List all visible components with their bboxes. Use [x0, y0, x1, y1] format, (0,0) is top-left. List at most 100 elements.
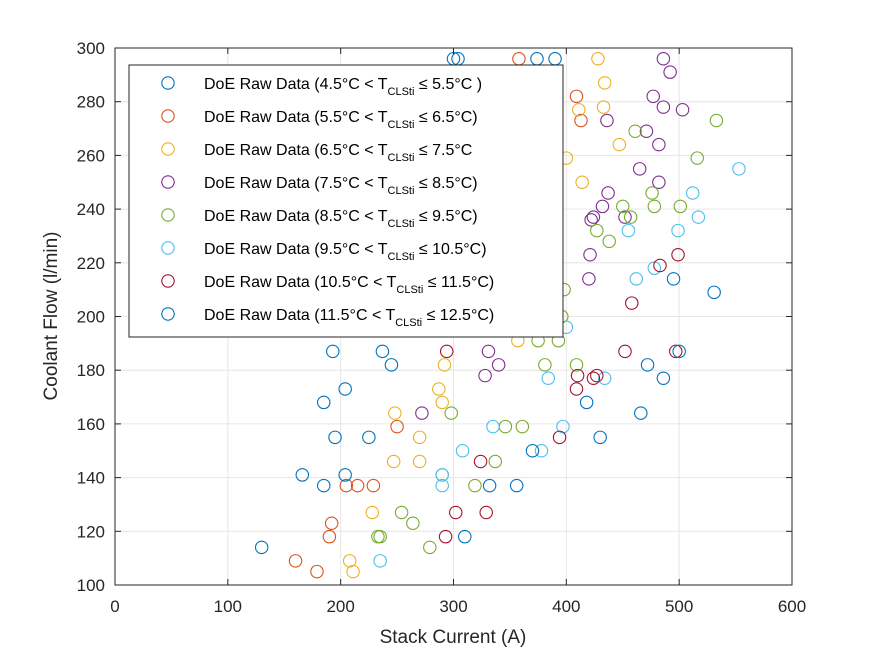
data-point [629, 272, 644, 286]
data-point [406, 516, 420, 530]
x-tick-label: 0 [110, 597, 119, 616]
y-tick-label: 280 [77, 93, 105, 112]
x-tick-label: 600 [778, 597, 806, 616]
y-tick-label: 140 [77, 469, 105, 488]
x-tick-label: 500 [665, 597, 693, 616]
y-tick-label: 300 [77, 39, 105, 58]
x-tick-label: 200 [326, 597, 354, 616]
data-point [628, 124, 642, 138]
data-point [579, 395, 594, 410]
data-point [388, 406, 402, 420]
data-point [491, 358, 506, 372]
data-point [653, 258, 667, 273]
legend-entry: DoE Raw Data (11.5°C < TCLSti ≤ 12.5°C) [161, 307, 494, 329]
data-point [350, 478, 365, 493]
data-point [672, 344, 686, 359]
data-point [438, 529, 453, 544]
legend-marker [161, 241, 175, 255]
data-point [390, 419, 404, 434]
legend-label-main: DoE Raw Data (10.5°C < T [204, 274, 397, 291]
data-point [479, 505, 493, 520]
data-point [584, 213, 598, 227]
data-point [254, 540, 269, 555]
data-point [597, 76, 612, 90]
data-point [538, 358, 552, 372]
data-point [346, 564, 360, 579]
data-point [618, 344, 632, 359]
data-point [709, 113, 724, 128]
data-point [365, 505, 380, 520]
data-point [583, 247, 597, 262]
data-point [632, 162, 647, 176]
y-tick-label: 260 [77, 146, 105, 165]
legend-label-main: DoE Raw Data (6.5°C < T [204, 142, 388, 159]
data-point [338, 468, 352, 482]
data-point [435, 478, 449, 493]
data-point [732, 162, 746, 176]
legend-marker [161, 142, 175, 156]
data-point [509, 478, 524, 493]
legend-marker [161, 307, 175, 321]
data-point [673, 199, 688, 214]
data-point [412, 430, 427, 445]
data-point [328, 430, 342, 445]
y-tick-label: 220 [77, 254, 105, 273]
data-point [322, 529, 337, 544]
legend: DoE Raw Data (4.5°C < TCLSti ≤ 5.5°C )Do… [128, 64, 564, 338]
x-tick-labels: 0 100 200 300 400 500 600 [110, 597, 806, 616]
y-tick-label: 240 [77, 200, 105, 219]
y-axis-title: Coolant Flow (l/min) [41, 232, 62, 401]
legend-label-main: DoE Raw Data (8.5°C < T [204, 208, 388, 225]
x-tick-label: 300 [439, 597, 467, 616]
data-point [690, 151, 704, 165]
data-point [439, 344, 454, 359]
y-tick-label: 180 [77, 361, 105, 380]
data-point [394, 505, 409, 520]
y-tick-label: 160 [77, 415, 105, 434]
legend-label-subscript: CLSti [388, 185, 415, 197]
data-point [652, 137, 666, 152]
data-point [468, 478, 482, 493]
data-point [569, 89, 584, 104]
legend-entry: DoE Raw Data (9.5°C < TCLSti ≤ 10.5°C) [161, 241, 487, 263]
legend-entry: DoE Raw Data (10.5°C < TCLSti ≤ 11.5°C) [161, 274, 494, 296]
y-tick-label: 120 [77, 522, 105, 541]
data-point [574, 113, 588, 128]
data-point [415, 406, 429, 420]
legend-label: DoE Raw Data (7.5°C < TCLSti ≤ 8.5°C) [204, 175, 478, 197]
x-axis-title: Stack Current (A) [380, 627, 527, 648]
legend-label: DoE Raw Data (10.5°C < TCLSti ≤ 11.5°C) [204, 274, 494, 296]
legend-label-main: DoE Raw Data (4.5°C < T [204, 76, 388, 93]
data-point [590, 368, 604, 383]
data-point [338, 382, 352, 396]
legend-label-main: DoE Raw Data (5.5°C < T [204, 109, 388, 126]
legend-label-tail: ≤ 7.5°C [414, 142, 472, 159]
y-tick-label: 200 [77, 308, 105, 327]
legend-label-tail: ≤ 10.5°C) [414, 241, 486, 258]
legend-label-tail: ≤ 11.5°C) [423, 274, 494, 291]
data-point [663, 65, 677, 79]
data-point [412, 454, 427, 469]
legend-box [128, 64, 564, 338]
data-point [444, 406, 458, 420]
data-point [691, 210, 706, 224]
legend-label: DoE Raw Data (5.5°C < TCLSti ≤ 6.5°C) [204, 109, 478, 131]
data-point [482, 478, 497, 493]
data-point [590, 223, 604, 238]
data-point [656, 371, 671, 386]
data-point [671, 247, 685, 262]
data-point [386, 454, 401, 469]
data-point [669, 344, 683, 359]
data-point [582, 272, 596, 286]
x-tick-label: 400 [552, 597, 580, 616]
data-point [288, 554, 303, 568]
data-point [435, 395, 449, 410]
data-point [645, 186, 659, 200]
data-point [339, 478, 354, 493]
data-point [602, 234, 616, 249]
legend-marker [161, 274, 175, 288]
data-point [656, 100, 671, 114]
legend-label-tail: ≤ 6.5°C) [414, 109, 477, 126]
legend-label: DoE Raw Data (4.5°C < TCLSti ≤ 5.5°C ) [204, 76, 482, 98]
data-point [621, 223, 636, 238]
